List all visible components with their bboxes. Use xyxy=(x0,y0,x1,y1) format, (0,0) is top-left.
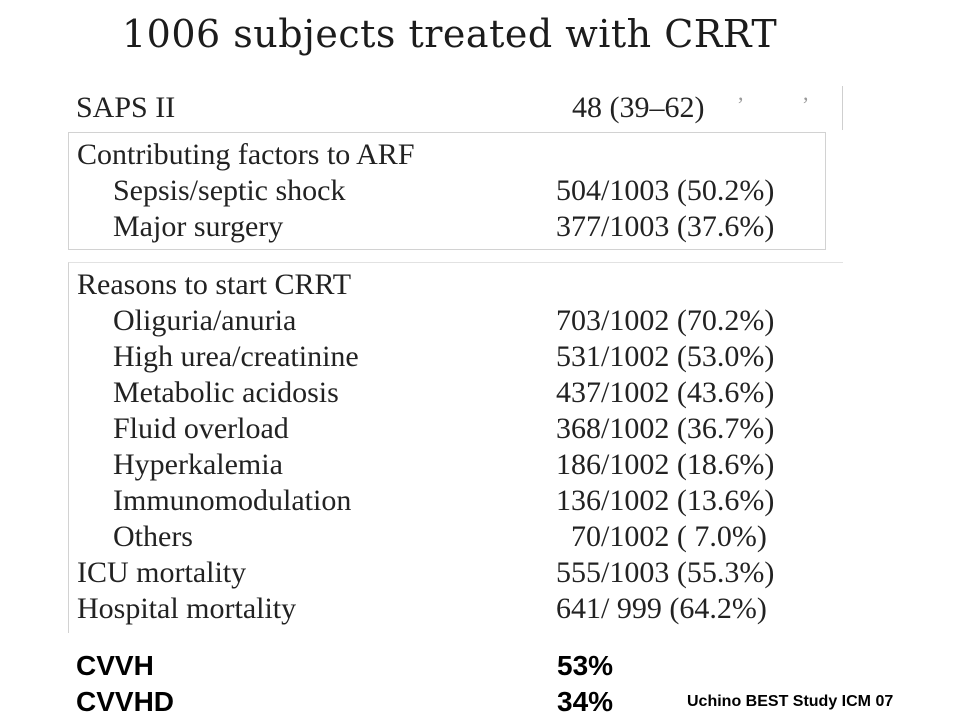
slide-title: 1006 subjects treated with CRRT xyxy=(122,12,778,56)
row-label: Major surgery xyxy=(113,210,284,243)
table-row: ICU mortality 555/1003 (55.3%) xyxy=(69,555,843,591)
row-value: 186/1002 (18.6%) xyxy=(556,448,775,481)
table-row: Hospital mortality 641/ 999 (64.2%) xyxy=(69,591,843,627)
modality-value: 53% xyxy=(557,650,614,681)
row-value: 368/1002 (36.7%) xyxy=(556,412,775,445)
row-value: 531/1002 (53.0%) xyxy=(556,340,775,373)
modality-value: 34% xyxy=(557,686,614,717)
row-label: Oliguria/anuria xyxy=(113,304,297,337)
table-row: Others 70/1002 ( 7.0%) xyxy=(69,519,843,555)
row-label: High urea/creatinine xyxy=(113,340,359,373)
table-row: Oliguria/anuria 703/1002 (70.2%) xyxy=(69,303,843,339)
reasons-clip: Reasons to start CRRT Oliguria/anuria 70… xyxy=(68,262,843,633)
table-row: Major surgery 377/1003 (37.6%) xyxy=(69,209,825,245)
row-value: 555/1003 (55.3%) xyxy=(556,556,775,589)
row-value: 703/1002 (70.2%) xyxy=(556,304,775,337)
row-label: Hyperkalemia xyxy=(113,448,283,481)
heading-label: Reasons to start CRRT xyxy=(77,268,352,301)
table-row: Fluid overload 368/1002 (36.7%) xyxy=(69,411,843,447)
saps-clip: , , SAPS II 48 (39–62) xyxy=(68,80,843,130)
row-value: 70/1002 ( 7.0%) xyxy=(571,520,767,553)
factors-clip: Contributing factors to ARF Sepsis/septi… xyxy=(68,132,826,250)
row-label: Fluid overload xyxy=(113,412,289,445)
table-row: Metabolic acidosis 437/1002 (43.6%) xyxy=(69,375,843,411)
row-label: Others xyxy=(113,520,193,553)
cropped-text-fragment: , xyxy=(803,80,809,105)
section-heading: Reasons to start CRRT xyxy=(69,267,843,303)
row-label: Immunomodulation xyxy=(113,484,352,517)
modality-label: CVVH xyxy=(76,650,154,681)
table-row: Immunomodulation 136/1002 (13.6%) xyxy=(69,483,843,519)
row-label: ICU mortality xyxy=(77,556,247,589)
row-label: SAPS II xyxy=(76,91,176,124)
row-label: Sepsis/septic shock xyxy=(113,174,346,207)
row-label: Hospital mortality xyxy=(77,592,297,625)
row-value: 504/1003 (50.2%) xyxy=(556,174,775,207)
source-citation: Uchino BEST Study ICM 07 xyxy=(687,693,894,710)
row-value: 377/1003 (37.6%) xyxy=(556,210,775,243)
heading-label: Contributing factors to ARF xyxy=(77,138,415,171)
table-row: Hyperkalemia 186/1002 (18.6%) xyxy=(69,447,843,483)
row-value: 136/1002 (13.6%) xyxy=(556,484,775,517)
cropped-text-fragment: , xyxy=(738,80,744,105)
row-value: 48 (39–62) xyxy=(572,91,705,124)
section-heading: Contributing factors to ARF xyxy=(69,137,825,173)
table-row: SAPS II 48 (39–62) xyxy=(68,90,842,126)
table-row: Sepsis/septic shock 504/1003 (50.2%) xyxy=(69,173,825,209)
modality-label: CVVHD xyxy=(76,686,175,717)
row-value: 437/1002 (43.6%) xyxy=(556,376,775,409)
table-row: High urea/creatinine 531/1002 (53.0%) xyxy=(69,339,843,375)
row-label: Metabolic acidosis xyxy=(113,376,339,409)
row-value: 641/ 999 (64.2%) xyxy=(556,592,767,625)
